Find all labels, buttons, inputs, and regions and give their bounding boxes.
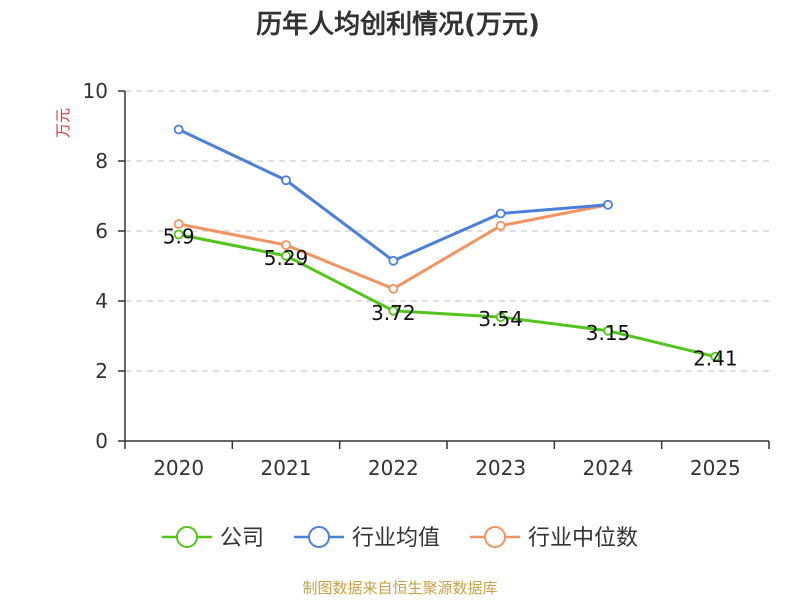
- data-point[interactable]: [281, 250, 291, 261]
- grid-lines: [125, 90, 769, 372]
- data-point[interactable]: [388, 255, 399, 266]
- y-tick-label: 6: [95, 219, 108, 243]
- data-point[interactable]: [495, 208, 506, 219]
- y-axis-label: 万元: [54, 108, 72, 138]
- series-lines: [173, 124, 721, 362]
- data-point[interactable]: [388, 305, 399, 316]
- data-point[interactable]: [173, 124, 184, 135]
- data-point[interactable]: [495, 220, 506, 231]
- data-point[interactable]: [281, 175, 291, 186]
- legend-label: 公司: [220, 526, 264, 551]
- y-tick-label: 0: [95, 429, 108, 453]
- y-tick-label: 4: [95, 289, 108, 313]
- data-point[interactable]: [173, 229, 184, 240]
- data-label: 5.9: [163, 225, 195, 249]
- axes: 0 2 4 6 8 10 2020 2021 2022 2023 2024 2025: [83, 79, 770, 480]
- data-labels: 5.9 5.29 3.72 3.54 3.15 2.41: [163, 225, 738, 371]
- legend-item[interactable]: 公司: [161, 526, 264, 551]
- data-point[interactable]: [388, 283, 399, 294]
- x-tick-label: 2020: [153, 456, 204, 480]
- legend-marker: [307, 526, 330, 548]
- data-point[interactable]: [603, 199, 613, 210]
- y-tick-label: 8: [95, 149, 108, 173]
- data-point[interactable]: [710, 351, 721, 362]
- series-0: [173, 229, 721, 362]
- x-tick-label: 2024: [583, 456, 634, 480]
- legend-label: 行业均值: [352, 526, 440, 551]
- legend-marker: [175, 526, 198, 548]
- chart-title: 历年人均创利情况(万元): [256, 9, 540, 40]
- legend[interactable]: 公司 行业均值 行业中位数: [161, 526, 638, 551]
- x-tick-label: 2021: [261, 456, 312, 480]
- source-note: 制图数据来自恒生聚源数据库: [302, 579, 497, 597]
- series-line: [178, 128, 609, 263]
- legend-item[interactable]: 行业均值: [293, 526, 440, 551]
- data-label: 2.41: [693, 347, 738, 371]
- data-label: 3.15: [586, 321, 631, 345]
- data-point[interactable]: [495, 312, 506, 323]
- y-tick-label: 2: [95, 359, 108, 383]
- x-tick-label: 2025: [690, 456, 741, 480]
- series-line: [178, 233, 716, 359]
- data-point[interactable]: [281, 240, 291, 250]
- legend-item[interactable]: 行业中位数: [470, 526, 638, 551]
- data-point[interactable]: [603, 325, 613, 336]
- x-tick-label: 2023: [475, 456, 526, 480]
- data-label: 3.72: [371, 301, 416, 325]
- data-label: 5.29: [264, 246, 309, 270]
- data-label: 3.54: [478, 307, 523, 331]
- data-point[interactable]: [173, 219, 184, 229]
- legend-label: 行业中位数: [528, 526, 638, 551]
- series-1: [173, 124, 613, 266]
- y-tick-label: 10: [83, 79, 108, 103]
- x-tick-label: 2022: [368, 456, 419, 480]
- legend-marker: [484, 526, 507, 548]
